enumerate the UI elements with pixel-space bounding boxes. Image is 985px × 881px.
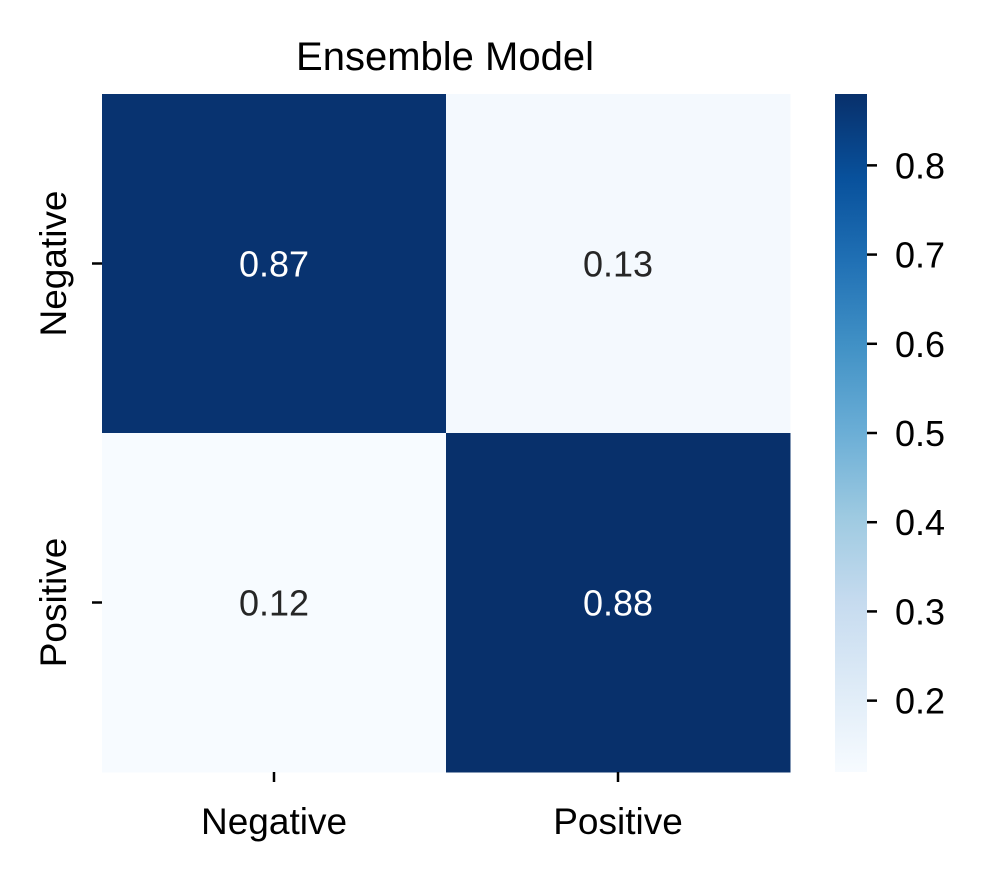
heatmap-cell bbox=[102, 433, 447, 773]
colorbar-tick-label: 0.7 bbox=[895, 235, 945, 276]
heatmap-axes: Negative Positive Negative Positive bbox=[33, 190, 683, 842]
heatmap-cell-labels: 0.87 0.13 0.12 0.88 bbox=[239, 244, 653, 624]
colorbar-tick-label: 0.6 bbox=[895, 324, 945, 365]
colorbar-tick-label: 0.5 bbox=[895, 413, 945, 454]
heatmap-cell bbox=[446, 94, 791, 434]
colorbar-tick-label: 0.2 bbox=[895, 681, 945, 722]
heatmap-cell bbox=[102, 94, 447, 434]
heatmap-cell-label: 0.12 bbox=[239, 583, 309, 624]
heatmap-cells bbox=[102, 94, 791, 773]
x-axis-tick-label: Positive bbox=[553, 801, 683, 842]
heatmap-cell-label: 0.88 bbox=[583, 583, 653, 624]
colorbar-tick-label: 0.8 bbox=[895, 145, 945, 186]
colorbar-gradient bbox=[835, 94, 867, 772]
colorbar-tick-label: 0.3 bbox=[895, 591, 945, 632]
x-axis-tick-label: Negative bbox=[201, 801, 347, 842]
colorbar-tick-label: 0.4 bbox=[895, 502, 945, 543]
heatmap-cell-label: 0.87 bbox=[239, 244, 309, 285]
heatmap-cell-label: 0.13 bbox=[583, 244, 653, 285]
colorbar: 0.2 0.3 0.4 0.5 0.6 0.7 0.8 bbox=[835, 94, 945, 772]
heatmap-cell bbox=[446, 433, 791, 773]
y-axis-tick-label: Positive bbox=[33, 538, 74, 668]
chart-title: Ensemble Model bbox=[296, 35, 594, 79]
y-axis-tick-label: Negative bbox=[33, 190, 74, 336]
